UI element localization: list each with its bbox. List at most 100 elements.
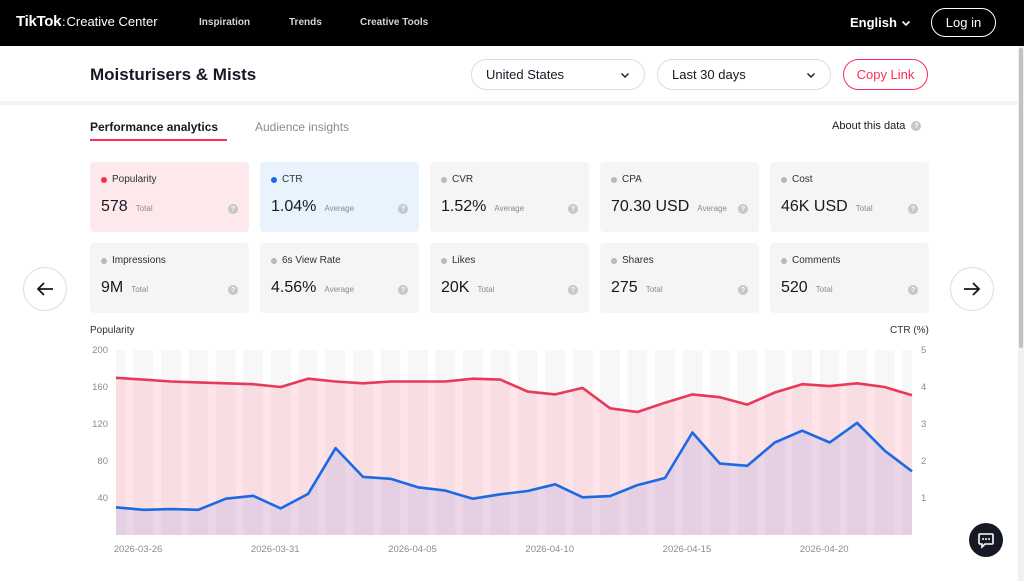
day-column xyxy=(874,350,895,535)
right-axis-title: CTR (%) xyxy=(890,325,929,336)
login-button[interactable]: Log in xyxy=(931,8,996,37)
metric-label: 6s View Rate xyxy=(271,255,341,266)
question-icon[interactable]: ? xyxy=(568,204,578,214)
question-icon[interactable]: ? xyxy=(398,285,408,295)
nav-inspiration[interactable]: Inspiration xyxy=(199,17,251,28)
metric-card-comments[interactable]: Comments 520 Total? xyxy=(770,243,929,313)
day-column xyxy=(270,350,291,535)
metric-aggregation: Total xyxy=(477,285,495,294)
metric-dot xyxy=(611,176,617,183)
metric-dot xyxy=(441,257,447,264)
day-column xyxy=(353,350,373,535)
day-column xyxy=(737,350,758,535)
tiktok-creative-center-logo[interactable]: TikTok : Creative Center xyxy=(16,13,158,30)
question-icon[interactable]: ? xyxy=(398,204,408,214)
metric-label-text: Impressions xyxy=(112,255,166,266)
day-column xyxy=(298,350,319,535)
series-line-popularity xyxy=(115,376,913,414)
metric-value: 46K USD Total xyxy=(781,198,873,216)
scrollbar-thumb[interactable] xyxy=(1019,48,1023,348)
region-select[interactable]: United States xyxy=(471,59,645,90)
metric-label: Impressions xyxy=(101,255,166,266)
metric-card-6s-view-rate[interactable]: 6s View Rate 4.56% Average? xyxy=(260,243,419,313)
metric-label-text: CPA xyxy=(622,174,642,185)
day-column xyxy=(545,350,566,535)
metric-dot xyxy=(611,257,617,264)
question-icon[interactable]: ? xyxy=(228,285,238,295)
metric-aggregation: Average xyxy=(324,285,355,294)
metric-card-likes[interactable]: Likes 20K Total? xyxy=(430,243,589,313)
day-column xyxy=(902,350,912,535)
series-area-popularity xyxy=(116,377,912,535)
day-column xyxy=(188,350,209,535)
logo-subtitle: Creative Center xyxy=(66,14,158,29)
x-tick-label: 2026-03-31 xyxy=(251,544,300,555)
metric-card-popularity[interactable]: Popularity 578 Total? xyxy=(90,162,249,232)
y-tick-left: 40 xyxy=(97,493,108,504)
about-this-data[interactable]: About this data ? xyxy=(832,120,922,132)
arrow-left-icon xyxy=(36,282,53,296)
day-column xyxy=(325,350,346,535)
chat-support-button[interactable] xyxy=(969,523,1003,557)
metric-value-text: 20K xyxy=(441,279,470,296)
question-icon[interactable]: ? xyxy=(908,285,918,295)
question-icon[interactable]: ? xyxy=(568,285,578,295)
tab-audience-insights[interactable]: Audience insights xyxy=(255,120,350,134)
metric-value: 20K Total xyxy=(441,279,494,297)
metric-value: 9M Total xyxy=(101,279,148,297)
metric-value-text: 520 xyxy=(781,279,808,296)
metric-label: Cost xyxy=(781,174,813,185)
metric-value-text: 578 xyxy=(101,198,128,215)
metric-label: Comments xyxy=(781,255,840,266)
question-icon[interactable]: ? xyxy=(738,285,748,295)
metric-value: 1.52% Average xyxy=(441,198,524,216)
metric-value: 1.04% Average xyxy=(271,198,354,216)
nav-creative-tools[interactable]: Creative Tools xyxy=(360,17,429,28)
metric-card-ctr[interactable]: CTR 1.04% Average? xyxy=(260,162,419,232)
logo-separator: : xyxy=(62,15,66,29)
metric-card-cost[interactable]: Cost 46K USD Total? xyxy=(770,162,929,232)
previous-arrow-button[interactable] xyxy=(23,267,67,311)
period-select[interactable]: Last 30 days xyxy=(657,59,831,90)
question-icon[interactable]: ? xyxy=(738,204,748,214)
metric-card-shares[interactable]: Shares 275 Total? xyxy=(600,243,759,313)
copy-link-button[interactable]: Copy Link xyxy=(843,59,928,90)
metric-card-cvr[interactable]: CVR 1.52% Average? xyxy=(430,162,589,232)
question-icon[interactable]: ? xyxy=(908,204,918,214)
left-axis-title: Popularity xyxy=(90,325,135,336)
tab-performance-analytics[interactable]: Performance analytics xyxy=(90,120,219,134)
y-tick-right: 1 xyxy=(921,493,926,504)
metric-value-text: 1.04% xyxy=(271,198,317,215)
day-column xyxy=(490,350,511,535)
day-column xyxy=(116,350,126,535)
metric-value-text: 1.52% xyxy=(441,198,487,215)
question-icon[interactable]: ? xyxy=(228,204,238,214)
metric-dot xyxy=(781,257,787,264)
metric-card-impressions[interactable]: Impressions 9M Total? xyxy=(90,243,249,313)
metric-label: Shares xyxy=(611,255,654,266)
chevron-down-icon xyxy=(901,20,911,26)
day-column xyxy=(133,350,154,535)
nav-trends[interactable]: Trends xyxy=(289,17,322,28)
page-title: Moisturisers & Mists xyxy=(90,65,257,84)
y-tick-right: 5 xyxy=(921,345,926,356)
metric-value-text: 70.30 USD xyxy=(611,198,690,215)
metric-label-text: Popularity xyxy=(112,174,157,185)
metric-card-cpa[interactable]: CPA 70.30 USD Average? xyxy=(600,162,759,232)
day-column xyxy=(215,350,236,535)
metric-value: 275 Total xyxy=(611,279,663,297)
day-column xyxy=(161,350,181,535)
y-tick-left: 200 xyxy=(92,345,108,356)
metric-value: 578 Total xyxy=(101,198,153,216)
chevron-down-icon xyxy=(621,72,629,78)
day-column xyxy=(847,350,867,535)
metric-aggregation: Average xyxy=(697,204,727,213)
next-arrow-button[interactable] xyxy=(950,267,994,311)
language-selector[interactable]: English xyxy=(850,15,911,30)
metric-value-text: 9M xyxy=(101,279,124,296)
x-tick-label: 2026-04-20 xyxy=(800,544,849,555)
metric-label-text: Likes xyxy=(452,255,476,266)
metric-aggregation: Total xyxy=(135,204,153,213)
day-column xyxy=(572,350,593,535)
